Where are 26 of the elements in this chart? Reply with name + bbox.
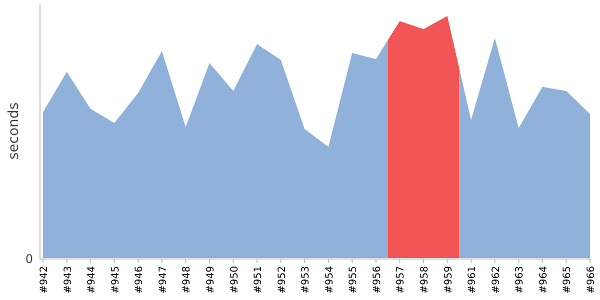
x-tick-label: #950 <box>229 266 240 294</box>
x-tick-label: #949 <box>205 266 216 294</box>
x-tick-label: #959 <box>443 266 454 294</box>
x-tick-label: #963 <box>514 266 526 294</box>
x-tick-label: #942 <box>39 266 50 294</box>
y-axis-title: seconds <box>6 102 22 160</box>
x-tick-label: #946 <box>134 266 146 294</box>
x-tick-label: #944 <box>86 266 98 294</box>
x-tick-label: #954 <box>324 266 336 294</box>
x-tick-label: #952 <box>276 266 288 294</box>
x-tick-label: #947 <box>158 266 169 294</box>
x-tick-label: #948 <box>182 266 193 294</box>
x-tick-label: #966 <box>586 266 597 294</box>
x-tick-label: #961 <box>467 266 478 294</box>
x-tick-label: #962 <box>490 266 502 294</box>
x-tick-label: #956 <box>372 266 383 294</box>
x-tick-label: #951 <box>253 266 264 294</box>
x-tick-label: #964 <box>538 266 550 294</box>
x-tick-label: #965 <box>562 266 574 294</box>
x-tick-label: #955 <box>348 266 360 294</box>
x-tick-label: #945 <box>110 266 122 294</box>
x-tick-label: #958 <box>420 266 431 294</box>
x-tick-label: #943 <box>62 266 74 294</box>
x-tick-label: #953 <box>300 266 312 294</box>
x-tick-label: #957 <box>396 266 407 294</box>
text: 0 <box>25 252 33 266</box>
